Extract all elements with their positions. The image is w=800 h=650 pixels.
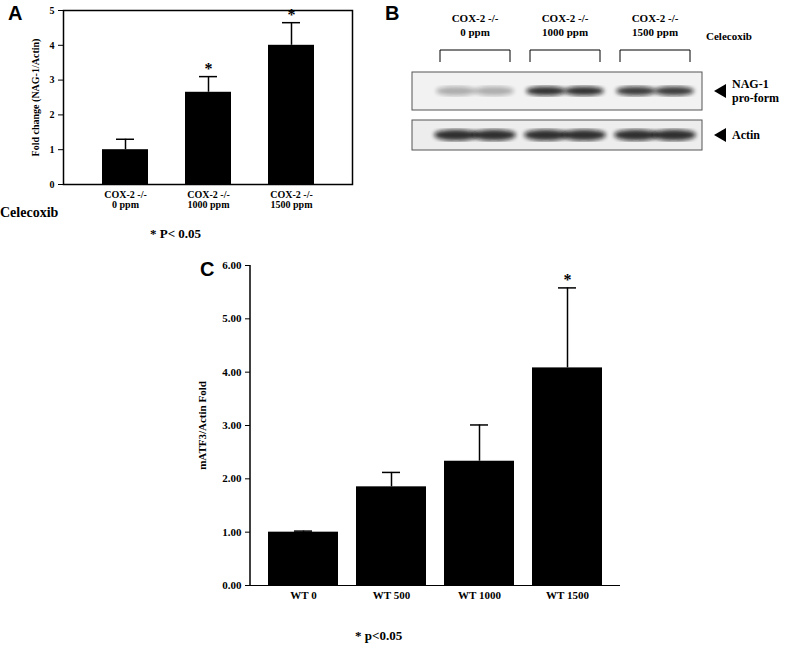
svg-text:1500 ppm: 1500 ppm — [632, 26, 678, 38]
svg-text:COX-2 -/-0 ppm: COX-2 -/-0 ppm — [104, 189, 147, 210]
html-text:B: B — [385, 2, 400, 24]
svg-text:COX-2 -/-: COX-2 -/- — [452, 12, 499, 24]
svg-text:*: * — [564, 271, 572, 288]
svg-text:WT 1500: WT 1500 — [546, 589, 589, 601]
svg-text:0 ppm: 0 ppm — [460, 26, 490, 38]
html-text:Celecoxib: Celecoxib — [0, 205, 59, 220]
svg-text:WT 1000: WT 1000 — [458, 589, 501, 601]
svg-text:COX-2 -/-: COX-2 -/- — [632, 12, 679, 24]
svg-text:Actin: Actin — [732, 128, 760, 142]
html-text:A: A — [8, 2, 23, 24]
svg-text:NAG-1pro-form: NAG-1pro-form — [732, 77, 779, 105]
svg-text:1: 1 — [50, 144, 55, 155]
svg-text:Celecoxib: Celecoxib — [706, 30, 752, 42]
svg-text:COX-2 -/-1500 ppm: COX-2 -/-1500 ppm — [270, 189, 313, 210]
svg-text:WT 500: WT 500 — [373, 589, 411, 601]
svg-text:5: 5 — [50, 5, 55, 16]
svg-text:4: 4 — [50, 40, 55, 51]
html-text:C: C — [200, 258, 215, 280]
svg-text:WT 0: WT 0 — [290, 589, 317, 601]
svg-text:3.00: 3.00 — [222, 419, 242, 431]
html-text:* P< 0.05: * P< 0.05 — [150, 226, 202, 241]
svg-text:mATF3/Actin Fold: mATF3/Actin Fold — [196, 381, 208, 470]
svg-text:COX-2 -/-1000 ppm: COX-2 -/-1000 ppm — [187, 189, 230, 210]
svg-text:Fold change (NAG-1/Actin): Fold change (NAG-1/Actin) — [30, 39, 42, 157]
svg-text:0: 0 — [50, 179, 55, 190]
svg-text:*: * — [288, 6, 296, 23]
svg-text:1.00: 1.00 — [222, 526, 242, 538]
svg-text:2: 2 — [50, 109, 55, 120]
svg-text:5.00: 5.00 — [222, 312, 242, 324]
html-text:* p<0.05: * p<0.05 — [355, 628, 403, 643]
svg-text:COX-2 -/-: COX-2 -/- — [542, 12, 589, 24]
svg-text:3: 3 — [50, 74, 55, 85]
svg-text:6.00: 6.00 — [222, 259, 242, 271]
svg-text:0.00: 0.00 — [222, 579, 242, 591]
svg-text:*: * — [205, 60, 213, 77]
svg-text:4.00: 4.00 — [222, 366, 242, 378]
svg-text:1000 ppm: 1000 ppm — [542, 26, 588, 38]
svg-text:2.00: 2.00 — [222, 472, 242, 484]
